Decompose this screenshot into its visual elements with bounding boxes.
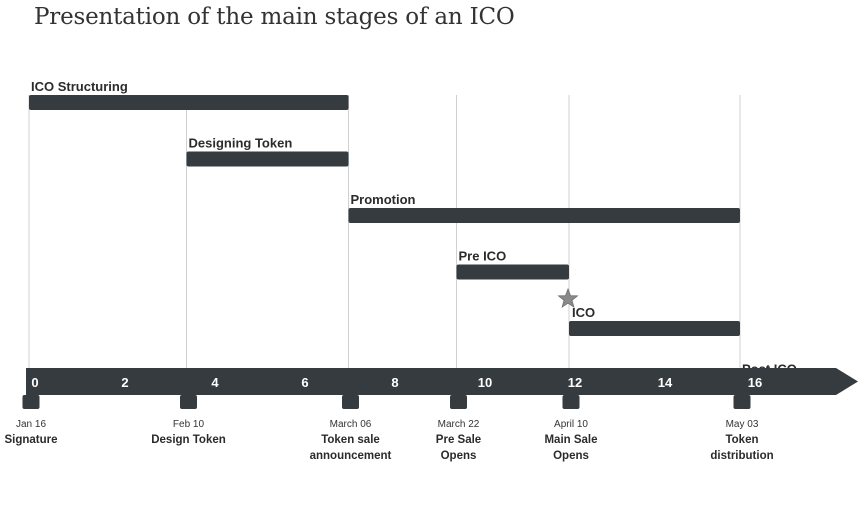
tick-label: 16	[748, 375, 762, 390]
tick-label: 14	[658, 375, 673, 390]
task-bar	[29, 95, 349, 110]
tick-label: 4	[211, 375, 219, 390]
milestone-label: Token	[725, 434, 758, 446]
milestone-label: Opens	[441, 450, 477, 462]
milestones: Jan 16 Signature Feb 10 Design Token March 0…	[4, 395, 774, 462]
milestone-date: Jan 16	[16, 419, 46, 430]
milestone-marker	[562, 395, 580, 409]
task-label: Pre ICO	[459, 249, 507, 264]
milestone-marker	[450, 395, 467, 409]
milestone-label: Token sale	[321, 434, 380, 446]
star-icon	[557, 287, 579, 309]
milestone-label: Pre Sale	[436, 434, 481, 446]
milestone-date: May 03	[726, 419, 759, 430]
milestone-label: Signature	[4, 434, 57, 446]
timeline-arrow	[26, 368, 858, 395]
milestone-label: Opens	[553, 450, 589, 462]
milestone-label: Design Token	[151, 434, 226, 446]
task-bar	[348, 208, 740, 223]
tick-label: 10	[478, 375, 492, 390]
milestone-marker	[22, 395, 40, 409]
task-bars: ICO Structuring Designing Token Promotion P…	[29, 79, 803, 393]
tick-label: 2	[121, 375, 128, 390]
task-label: Promotion	[351, 192, 416, 207]
milestone-label: announcement	[310, 450, 392, 462]
milestone-label: Main Sale	[544, 434, 597, 446]
guide-lines	[28, 95, 741, 368]
milestone-label: distribution	[710, 450, 773, 462]
task-bar	[186, 151, 349, 167]
tick-label: 6	[301, 375, 308, 390]
tick-label: 12	[568, 375, 582, 390]
milestone-date: April 10	[554, 419, 588, 430]
task-label: Designing Token	[189, 136, 293, 151]
milestone-date: March 22	[438, 419, 480, 430]
tick-label: 8	[391, 375, 398, 390]
tick-label: 0	[31, 375, 38, 390]
task-bar	[456, 264, 569, 280]
milestone-marker	[180, 395, 197, 409]
milestone-marker	[733, 395, 751, 409]
task-label: ICO	[572, 305, 595, 320]
task-bar	[569, 321, 740, 336]
page-title: Presentation of the main stages of an IC…	[34, 4, 515, 30]
milestone-marker	[342, 395, 359, 409]
timeline-axis: 0 2 4 6 8 10 12 14 16	[26, 368, 858, 395]
milestone-date: March 06	[330, 419, 372, 430]
task-label: ICO Structuring	[31, 79, 128, 94]
milestone-date: Feb 10	[173, 419, 205, 430]
